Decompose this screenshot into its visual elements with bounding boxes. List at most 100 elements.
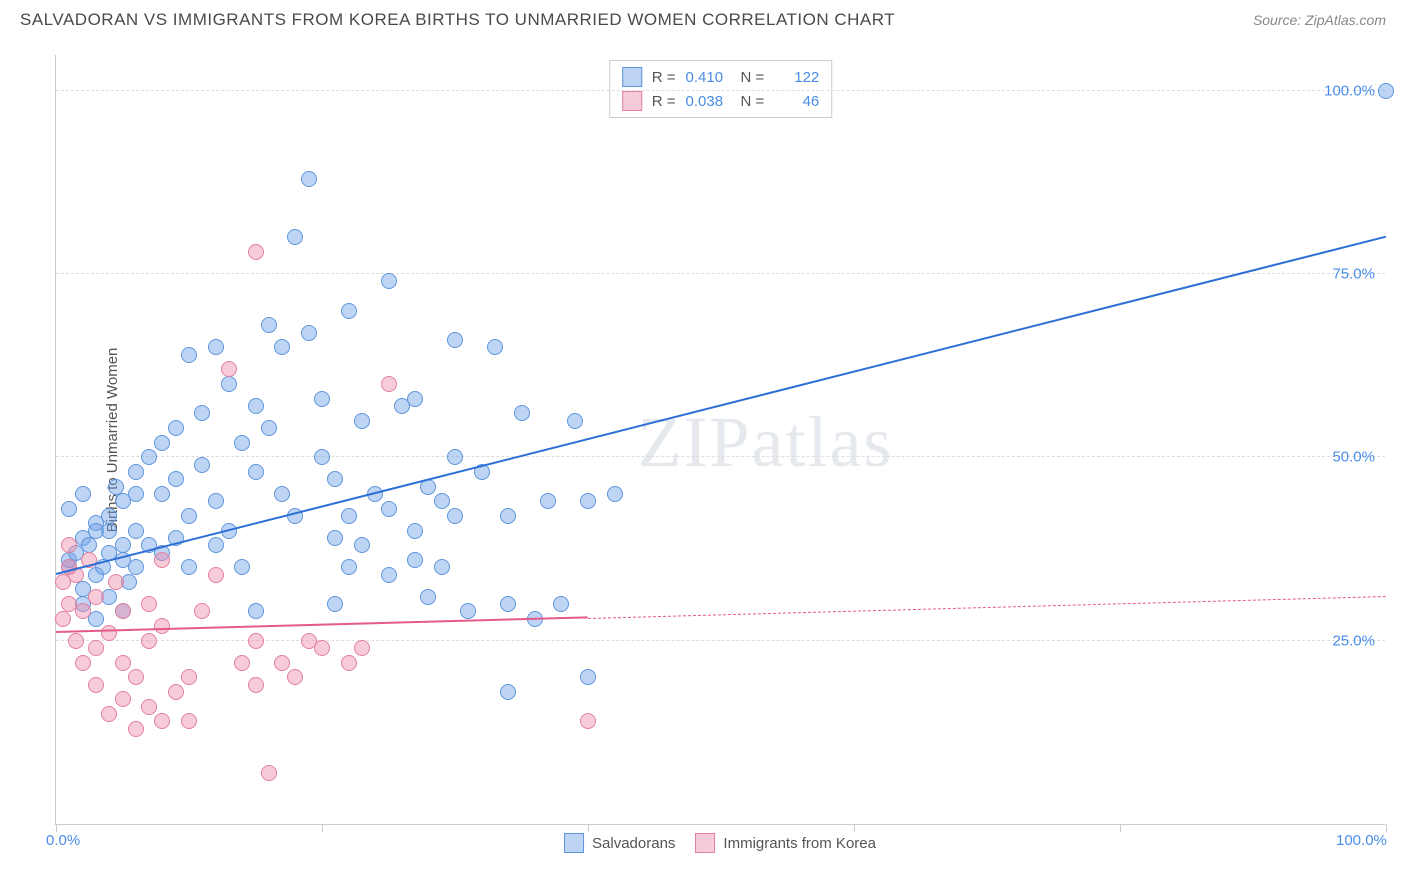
plot-area: ZIPatlas R =0.410N =122R =0.038N =46 25.… bbox=[55, 55, 1385, 825]
scatter-point bbox=[381, 501, 397, 517]
scatter-point bbox=[128, 523, 144, 539]
scatter-point bbox=[128, 464, 144, 480]
scatter-point bbox=[141, 699, 157, 715]
scatter-point bbox=[314, 449, 330, 465]
scatter-point bbox=[101, 625, 117, 641]
n-label: N = bbox=[741, 93, 765, 110]
source-attribution: Source: ZipAtlas.com bbox=[1253, 12, 1386, 28]
scatter-point bbox=[341, 559, 357, 575]
n-value: 122 bbox=[774, 69, 819, 86]
scatter-point bbox=[154, 713, 170, 729]
scatter-point bbox=[141, 449, 157, 465]
scatter-point bbox=[607, 486, 623, 502]
scatter-point bbox=[88, 677, 104, 693]
scatter-point bbox=[181, 713, 197, 729]
scatter-point bbox=[447, 449, 463, 465]
scatter-point bbox=[234, 435, 250, 451]
n-label: N = bbox=[741, 69, 765, 86]
scatter-point bbox=[567, 413, 583, 429]
scatter-point bbox=[341, 655, 357, 671]
legend-swatch bbox=[695, 833, 715, 853]
x-tick bbox=[322, 824, 323, 832]
y-tick-label: 100.0% bbox=[1324, 82, 1375, 99]
scatter-point bbox=[75, 486, 91, 502]
scatter-point bbox=[168, 420, 184, 436]
scatter-point bbox=[261, 765, 277, 781]
scatter-point bbox=[301, 325, 317, 341]
scatter-point bbox=[327, 530, 343, 546]
scatter-point bbox=[354, 413, 370, 429]
r-label: R = bbox=[652, 93, 676, 110]
scatter-point bbox=[68, 633, 84, 649]
x-tick-label: 100.0% bbox=[1336, 832, 1387, 849]
x-tick bbox=[588, 824, 589, 832]
scatter-point bbox=[354, 537, 370, 553]
scatter-point bbox=[314, 640, 330, 656]
legend-label: Salvadorans bbox=[592, 835, 675, 852]
scatter-point bbox=[208, 567, 224, 583]
scatter-point bbox=[81, 537, 97, 553]
n-value: 46 bbox=[774, 93, 819, 110]
scatter-point bbox=[553, 596, 569, 612]
x-tick-label: 0.0% bbox=[46, 832, 80, 849]
scatter-point bbox=[181, 559, 197, 575]
scatter-point bbox=[88, 523, 104, 539]
scatter-point bbox=[128, 486, 144, 502]
gridline bbox=[56, 273, 1385, 274]
scatter-point bbox=[248, 464, 264, 480]
legend-swatch bbox=[622, 67, 642, 87]
scatter-point bbox=[540, 493, 556, 509]
scatter-point bbox=[341, 303, 357, 319]
scatter-point bbox=[221, 376, 237, 392]
scatter-point bbox=[168, 471, 184, 487]
gridline bbox=[56, 456, 1385, 457]
scatter-point bbox=[500, 508, 516, 524]
scatter-point bbox=[141, 633, 157, 649]
scatter-point bbox=[221, 361, 237, 377]
scatter-point bbox=[61, 537, 77, 553]
scatter-point bbox=[287, 669, 303, 685]
scatter-point bbox=[75, 603, 91, 619]
scatter-point bbox=[141, 596, 157, 612]
r-value: 0.038 bbox=[686, 93, 731, 110]
scatter-point bbox=[407, 552, 423, 568]
scatter-point bbox=[154, 552, 170, 568]
scatter-point bbox=[115, 691, 131, 707]
scatter-point bbox=[248, 398, 264, 414]
scatter-point bbox=[208, 493, 224, 509]
scatter-point bbox=[194, 405, 210, 421]
scatter-point bbox=[88, 640, 104, 656]
x-tick bbox=[56, 824, 57, 832]
trend-line bbox=[56, 617, 588, 634]
legend-item: Immigrants from Korea bbox=[695, 833, 876, 853]
scatter-point bbox=[500, 596, 516, 612]
scatter-point bbox=[434, 493, 450, 509]
legend-series: Salvadorans Immigrants from Korea bbox=[564, 833, 876, 853]
gridline bbox=[56, 90, 1385, 91]
scatter-point bbox=[580, 493, 596, 509]
scatter-point bbox=[314, 391, 330, 407]
scatter-point bbox=[354, 640, 370, 656]
scatter-point bbox=[248, 677, 264, 693]
scatter-point bbox=[447, 508, 463, 524]
scatter-point bbox=[115, 537, 131, 553]
scatter-point bbox=[128, 721, 144, 737]
scatter-point bbox=[381, 567, 397, 583]
scatter-point bbox=[447, 332, 463, 348]
scatter-point bbox=[407, 523, 423, 539]
scatter-point bbox=[168, 684, 184, 700]
watermark: ZIPatlas bbox=[638, 401, 894, 484]
scatter-point bbox=[274, 655, 290, 671]
scatter-point bbox=[248, 244, 264, 260]
scatter-point bbox=[108, 479, 124, 495]
scatter-point bbox=[327, 471, 343, 487]
scatter-point bbox=[234, 655, 250, 671]
scatter-point bbox=[194, 603, 210, 619]
scatter-point bbox=[154, 618, 170, 634]
scatter-point bbox=[101, 508, 117, 524]
scatter-point bbox=[1378, 83, 1394, 99]
scatter-point bbox=[181, 347, 197, 363]
r-value: 0.410 bbox=[686, 69, 731, 86]
scatter-point bbox=[407, 391, 423, 407]
scatter-point bbox=[381, 273, 397, 289]
